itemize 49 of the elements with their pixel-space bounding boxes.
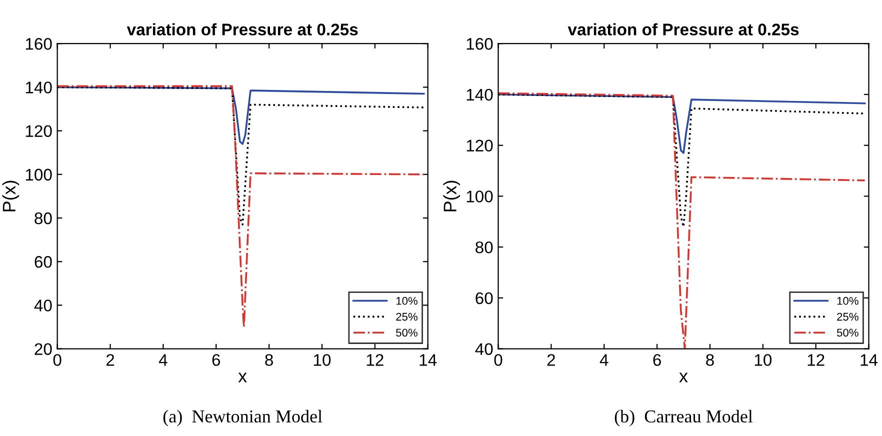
text: (b) Carreau Model [614, 410, 753, 426]
y-tick-label: 80 [34, 212, 52, 224]
x-tick-label: 2 [547, 354, 555, 366]
chart-title: variation of Pressure at 0.25s [126, 23, 358, 36]
x-tick-label: 10 [314, 354, 331, 366]
legend-label: 25% [396, 312, 418, 321]
y-tick-label: 140 [466, 88, 493, 101]
x-axis-title: x [679, 372, 688, 382]
y-tick-label: 140 [26, 82, 52, 94]
y-tick-label: 100 [26, 168, 52, 181]
x-tick-label: 14 [860, 354, 878, 366]
y-tick-label: 20 [34, 343, 52, 356]
text: (a) Newtonian Model [163, 410, 322, 426]
x-tick-label: 0 [494, 354, 502, 366]
x-tick-label: 0 [53, 354, 62, 366]
x-tick-label: 8 [265, 354, 273, 366]
x-axis-title: x [238, 372, 247, 382]
y-tick-label: 120 [466, 140, 493, 152]
y-tick-label: 120 [26, 125, 52, 138]
x-tick-label: 10 [754, 354, 772, 366]
x-tick-label: 14 [420, 354, 437, 366]
y-tick-label: 160 [26, 38, 52, 50]
line-series [498, 94, 866, 154]
chart-title: variation of Pressure at 0.25s [568, 23, 799, 36]
line-series [498, 92, 866, 349]
x-tick-label: 4 [158, 354, 168, 366]
x-tick-label: 12 [366, 354, 384, 366]
y-tick-label: 60 [476, 292, 493, 304]
y-axis-title: P(x) [443, 180, 460, 212]
x-tick-label: 2 [106, 354, 114, 366]
y-tick-label: 80 [476, 241, 493, 254]
y-tick-label: 40 [34, 300, 52, 312]
y-tick-label: 160 [466, 38, 493, 50]
x-tick-label: 6 [653, 354, 661, 366]
legend-label: 50% [396, 328, 418, 337]
y-tick-label: 100 [466, 190, 493, 202]
legend-label: 50% [836, 328, 858, 337]
x-tick-label: 4 [600, 354, 608, 366]
y-tick-label: 40 [475, 343, 493, 356]
legend-label: 25% [837, 312, 858, 321]
line-series [57, 86, 425, 145]
y-axis-title: P(x) [2, 180, 20, 212]
legend-label: 10% [396, 296, 418, 305]
x-tick-label: 6 [212, 354, 220, 366]
y-tick-label: 60 [34, 256, 52, 268]
x-tick-label: 12 [808, 354, 824, 366]
x-tick-label: 8 [706, 354, 714, 366]
line-series [57, 85, 425, 328]
legend-label: 10% [837, 296, 858, 305]
